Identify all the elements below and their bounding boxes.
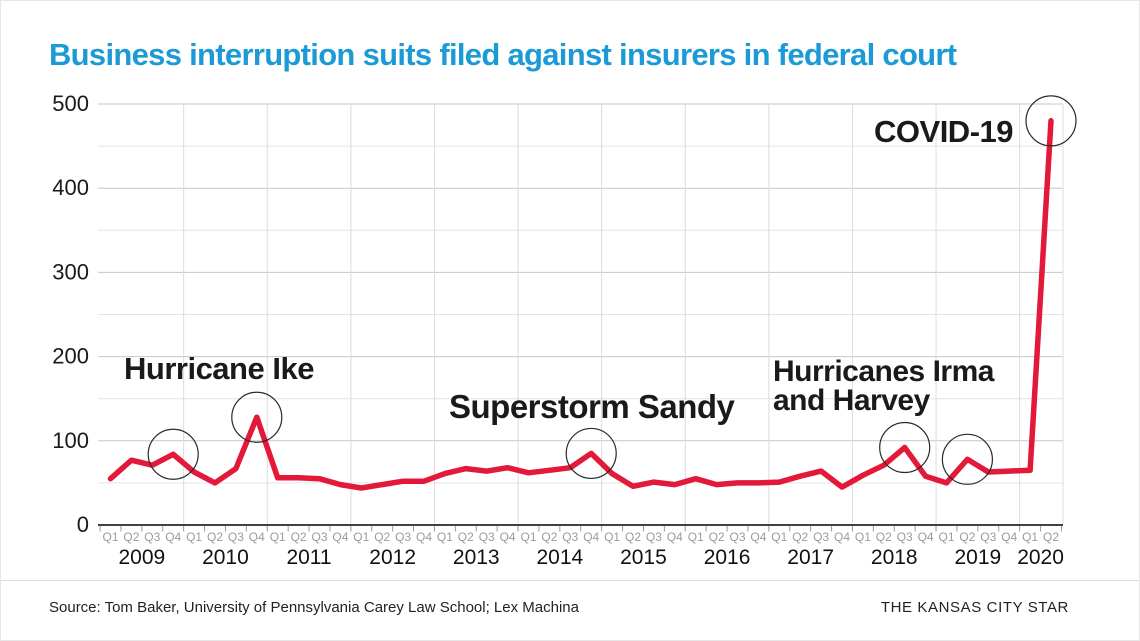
x-quarter-label: Q1 bbox=[938, 530, 954, 544]
annotation-label-ike: Hurricane Ike bbox=[124, 351, 314, 386]
y-axis-label: 0 bbox=[77, 512, 89, 537]
event-circle-irma-harvey bbox=[941, 433, 994, 485]
x-quarter-label: Q3 bbox=[813, 530, 829, 544]
x-quarter-label: Q3 bbox=[395, 530, 411, 544]
x-quarter-label: Q2 bbox=[123, 530, 139, 544]
x-quarter-label: Q4 bbox=[750, 530, 766, 544]
x-year-label: 2011 bbox=[286, 546, 331, 569]
x-quarter-label: Q1 bbox=[688, 530, 704, 544]
x-quarter-label: Q4 bbox=[667, 530, 683, 544]
x-quarter-label: Q1 bbox=[771, 530, 787, 544]
x-year-label: 2020 bbox=[1017, 546, 1064, 569]
x-year-label: 2013 bbox=[453, 546, 500, 569]
page-title: Business interruption suits filed agains… bbox=[49, 37, 957, 72]
x-quarter-label: Q2 bbox=[709, 530, 725, 544]
annotation-label-irma-harvey: Hurricanes Irma bbox=[773, 355, 995, 388]
x-quarter-label: Q2 bbox=[959, 530, 975, 544]
x-year-label: 2018 bbox=[871, 546, 918, 569]
x-quarter-label: Q2 bbox=[876, 530, 892, 544]
annotation-label-covid: COVID-19 bbox=[874, 114, 1013, 149]
source-note: Source: Tom Baker, University of Pennsyl… bbox=[49, 599, 579, 616]
x-quarter-label: Q3 bbox=[228, 530, 244, 544]
data-line bbox=[107, 118, 1054, 491]
x-year-label: 2010 bbox=[202, 546, 249, 569]
x-quarter-label: Q3 bbox=[897, 530, 913, 544]
x-quarter-label: Q2 bbox=[1043, 530, 1059, 544]
x-quarter-label: Q1 bbox=[353, 530, 369, 544]
x-quarter-label: Q2 bbox=[291, 530, 307, 544]
x-quarter-label: Q1 bbox=[102, 530, 118, 544]
event-circle-ike bbox=[147, 428, 199, 480]
event-circle-ike bbox=[231, 391, 283, 443]
x-quarter-label: Q3 bbox=[479, 530, 495, 544]
x-quarter-label: Q2 bbox=[374, 530, 390, 544]
event-circle-irma-harvey bbox=[879, 421, 931, 474]
x-quarter-label: Q4 bbox=[918, 530, 934, 544]
x-quarter-label: Q1 bbox=[1022, 530, 1038, 544]
x-year-label: 2014 bbox=[536, 546, 583, 569]
y-axis-label: 300 bbox=[52, 259, 89, 284]
x-quarter-label: Q2 bbox=[541, 530, 557, 544]
x-quarter-label: Q1 bbox=[437, 530, 453, 544]
x-quarter-label: Q2 bbox=[458, 530, 474, 544]
x-quarter-label: Q1 bbox=[520, 530, 536, 544]
annotation-label-irma-harvey: and Harvey bbox=[773, 384, 931, 417]
x-quarter-label: Q3 bbox=[311, 530, 327, 544]
x-year-label: 2016 bbox=[704, 546, 751, 569]
x-year-label: 2019 bbox=[954, 546, 1001, 569]
x-quarter-label: Q4 bbox=[416, 530, 432, 544]
x-quarter-label: Q4 bbox=[249, 530, 265, 544]
y-axis-label: 200 bbox=[52, 344, 89, 369]
press-credit: THE KANSAS CITY STAR bbox=[880, 599, 1069, 616]
x-quarter-label: Q4 bbox=[583, 530, 599, 544]
x-quarter-label: Q4 bbox=[1001, 530, 1017, 544]
x-year-label: 2015 bbox=[620, 546, 667, 569]
x-quarter-label: Q3 bbox=[729, 530, 745, 544]
y-axis-label: 100 bbox=[52, 428, 89, 453]
y-axis-label: 500 bbox=[52, 91, 89, 116]
x-year-label: 2017 bbox=[787, 546, 834, 569]
event-circle-sandy bbox=[565, 427, 617, 480]
x-quarter-label: Q3 bbox=[144, 530, 160, 544]
x-quarter-label: Q4 bbox=[332, 530, 348, 544]
x-quarter-label: Q1 bbox=[270, 530, 286, 544]
x-quarter-label: Q1 bbox=[855, 530, 871, 544]
x-year-label: 2012 bbox=[369, 546, 416, 569]
event-circle-covid bbox=[1025, 95, 1077, 147]
x-quarter-label: Q4 bbox=[834, 530, 850, 544]
x-quarter-label: Q1 bbox=[604, 530, 620, 544]
x-quarter-label: Q2 bbox=[625, 530, 641, 544]
x-quarter-label: Q4 bbox=[165, 530, 181, 544]
x-year-label: 2009 bbox=[118, 546, 165, 569]
x-quarter-label: Q2 bbox=[792, 530, 808, 544]
x-quarter-label: Q3 bbox=[646, 530, 662, 544]
x-quarter-label: Q2 bbox=[207, 530, 223, 544]
y-axis-label: 400 bbox=[52, 175, 89, 200]
x-quarter-label: Q3 bbox=[980, 530, 996, 544]
x-quarter-label: Q3 bbox=[562, 530, 578, 544]
x-quarter-label: Q1 bbox=[186, 530, 202, 544]
annotation-label-sandy: Superstorm Sandy bbox=[449, 388, 736, 425]
footer-divider bbox=[1, 580, 1139, 581]
x-quarter-label: Q4 bbox=[500, 530, 516, 544]
